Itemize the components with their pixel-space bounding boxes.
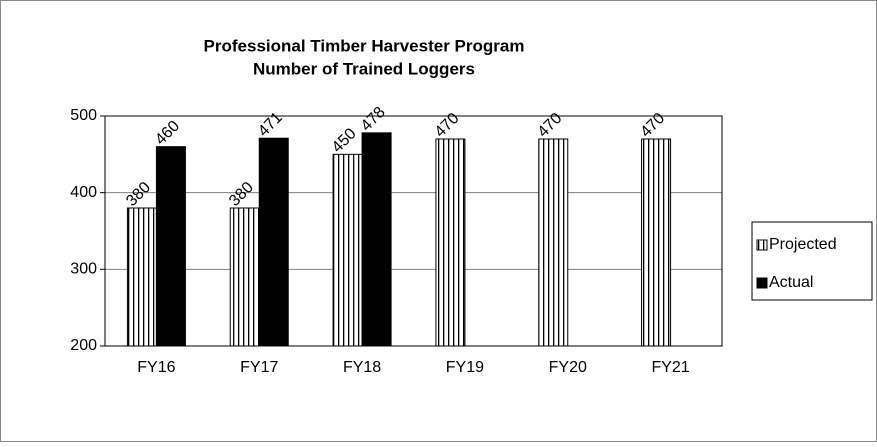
legend-swatch bbox=[756, 239, 768, 251]
x-tick-label: FY16 bbox=[137, 359, 175, 376]
y-tick-label: 200 bbox=[70, 337, 97, 354]
y-tick-label: 300 bbox=[70, 261, 97, 278]
bar bbox=[435, 138, 466, 347]
plot-area bbox=[104, 115, 723, 347]
y-tick-label: 400 bbox=[70, 184, 97, 201]
chart-title: Number of Trained Loggers bbox=[253, 59, 475, 78]
x-tick-label: FY20 bbox=[549, 359, 587, 376]
bar bbox=[155, 146, 186, 347]
legend-label: Projected bbox=[769, 236, 837, 253]
x-tick-label: FY17 bbox=[240, 359, 278, 376]
x-tick-label: FY19 bbox=[446, 359, 484, 376]
x-tick-label: FY21 bbox=[651, 359, 689, 376]
legend-box bbox=[751, 221, 873, 301]
legend-swatch bbox=[756, 277, 768, 289]
bar bbox=[538, 138, 569, 347]
legend-label: Actual bbox=[769, 274, 813, 291]
bar bbox=[229, 207, 260, 347]
bar bbox=[258, 137, 289, 347]
chart-title: Professional Timber Harvester Program bbox=[204, 36, 525, 55]
bar bbox=[361, 132, 392, 347]
bar bbox=[332, 153, 363, 347]
y-tick-label: 500 bbox=[70, 107, 97, 124]
bar bbox=[641, 138, 672, 347]
bar bbox=[126, 207, 157, 347]
x-tick-label: FY18 bbox=[343, 359, 381, 376]
